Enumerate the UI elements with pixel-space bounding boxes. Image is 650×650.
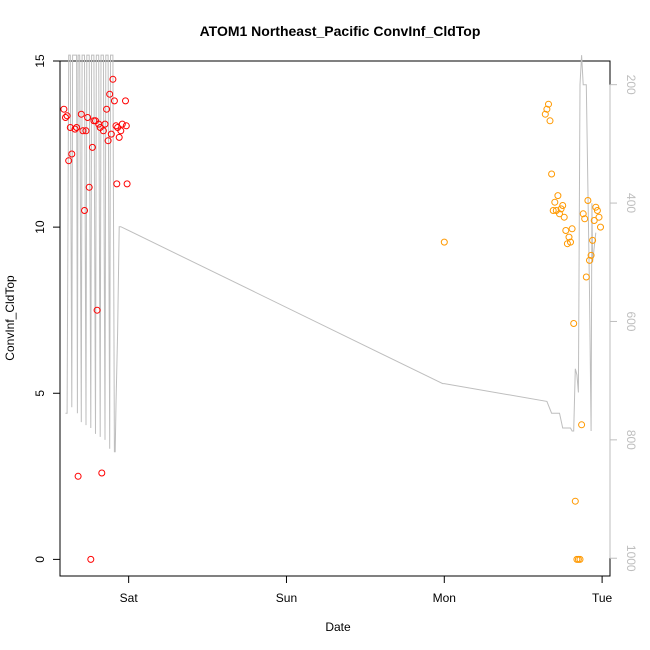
data-point-series1 <box>98 469 106 477</box>
chart-title: ATOM1 Northeast_Pacific ConvInf_CldTop <box>200 23 481 39</box>
data-point-series1 <box>85 183 93 191</box>
data-point-series1 <box>74 472 82 480</box>
data-point-series2 <box>578 421 586 429</box>
data-point-series1 <box>101 120 109 128</box>
data-point-series2 <box>551 198 559 206</box>
x-axis-label: Date <box>325 620 351 634</box>
data-point-series1 <box>88 143 96 151</box>
data-point-series1 <box>122 97 129 105</box>
data-point-series2 <box>570 320 578 327</box>
y2-tick-label: 200 <box>624 75 638 95</box>
plot-frame <box>59 60 611 577</box>
x-tick-label: Sun <box>276 591 297 605</box>
data-point-series2 <box>571 497 579 505</box>
data-point-series1 <box>118 120 126 128</box>
data-point-series1 <box>93 306 101 314</box>
line-series-layer <box>65 54 597 453</box>
y-axis-label: ConvInf_CldTop <box>3 275 17 361</box>
data-point-series2 <box>590 217 598 224</box>
y2-tick-label: 600 <box>624 311 638 331</box>
data-point-series2 <box>554 192 562 200</box>
data-point-series2 <box>587 251 595 259</box>
data-point-series2 <box>597 223 604 231</box>
data-point-series2 <box>549 207 557 214</box>
data-point-series1 <box>84 114 92 121</box>
y-tick-label: 5 <box>33 390 47 397</box>
data-point-series1 <box>122 122 130 130</box>
data-point-series2 <box>595 213 603 221</box>
data-point-series2 <box>568 225 576 233</box>
data-point-series1 <box>113 180 121 188</box>
data-point-series2 <box>584 197 592 204</box>
data-point-series1 <box>123 180 131 188</box>
data-point-series2 <box>548 170 556 178</box>
data-point-series2 <box>546 117 554 125</box>
data-point-series2 <box>576 555 584 563</box>
data-point-series1 <box>109 75 117 83</box>
data-point-series2 <box>545 100 552 108</box>
data-point-series1 <box>82 127 90 135</box>
data-point-series1 <box>106 90 114 98</box>
y2-tick-label: 800 <box>624 430 638 450</box>
data-point-series1 <box>81 207 88 214</box>
data-point-series1 <box>110 97 118 105</box>
data-point-series1 <box>63 112 71 120</box>
data-point-series2 <box>543 105 551 113</box>
data-point-series1 <box>115 133 123 141</box>
data-point-series1 <box>103 105 111 113</box>
y-tick-label: 10 <box>33 220 47 234</box>
data-point-series2 <box>562 227 570 234</box>
data-point-series2 <box>586 256 593 264</box>
data-point-series2 <box>560 213 568 221</box>
data-point-series1 <box>112 122 120 130</box>
data-point-series2 <box>559 202 567 209</box>
data-point-series1 <box>65 157 73 165</box>
data-point-series2 <box>565 233 573 241</box>
data-point-series1 <box>68 150 76 158</box>
data-point-series2 <box>579 210 587 218</box>
data-point-series1 <box>77 110 85 118</box>
y-tick-label: 0 <box>33 556 47 563</box>
x-tick-label: Tue <box>592 591 613 605</box>
y-tick-label: 15 <box>33 54 47 68</box>
data-point-series2 <box>582 273 590 281</box>
data-point-series1 <box>62 114 69 121</box>
data-point-series1 <box>73 124 81 131</box>
data-point-series2 <box>440 238 448 246</box>
data-point-series2 <box>592 203 600 211</box>
data-point-series1 <box>60 105 68 113</box>
y-axis-right: 200 400 600 800 1000 <box>609 75 638 572</box>
data-point-series1 <box>79 127 87 135</box>
plot-area <box>59 54 611 577</box>
data-point-series1 <box>104 137 112 145</box>
data-point-series2 <box>593 207 601 214</box>
data-point-series1 <box>99 127 107 135</box>
data-point-series1 <box>71 125 79 133</box>
data-point-series1 <box>107 130 115 138</box>
x-tick-label: Mon <box>433 591 456 605</box>
data-point-series2 <box>581 215 589 223</box>
data-point-series2 <box>567 238 574 246</box>
y-axis: 0 5 10 15 <box>33 54 61 563</box>
data-point-series1 <box>87 555 95 563</box>
y2-tick-label: 1000 <box>624 545 638 572</box>
data-point-series2 <box>589 236 597 244</box>
x-axis: Sat Sun Mon Tue <box>120 575 613 605</box>
data-point-series2 <box>556 210 563 218</box>
data-point-series2 <box>541 110 549 118</box>
y2-tick-label: 400 <box>624 193 638 213</box>
points-layer <box>60 75 604 563</box>
x-tick-label: Sat <box>120 591 139 605</box>
data-point-series1 <box>117 127 125 135</box>
line-series <box>65 54 597 453</box>
data-point-series2 <box>557 205 565 213</box>
